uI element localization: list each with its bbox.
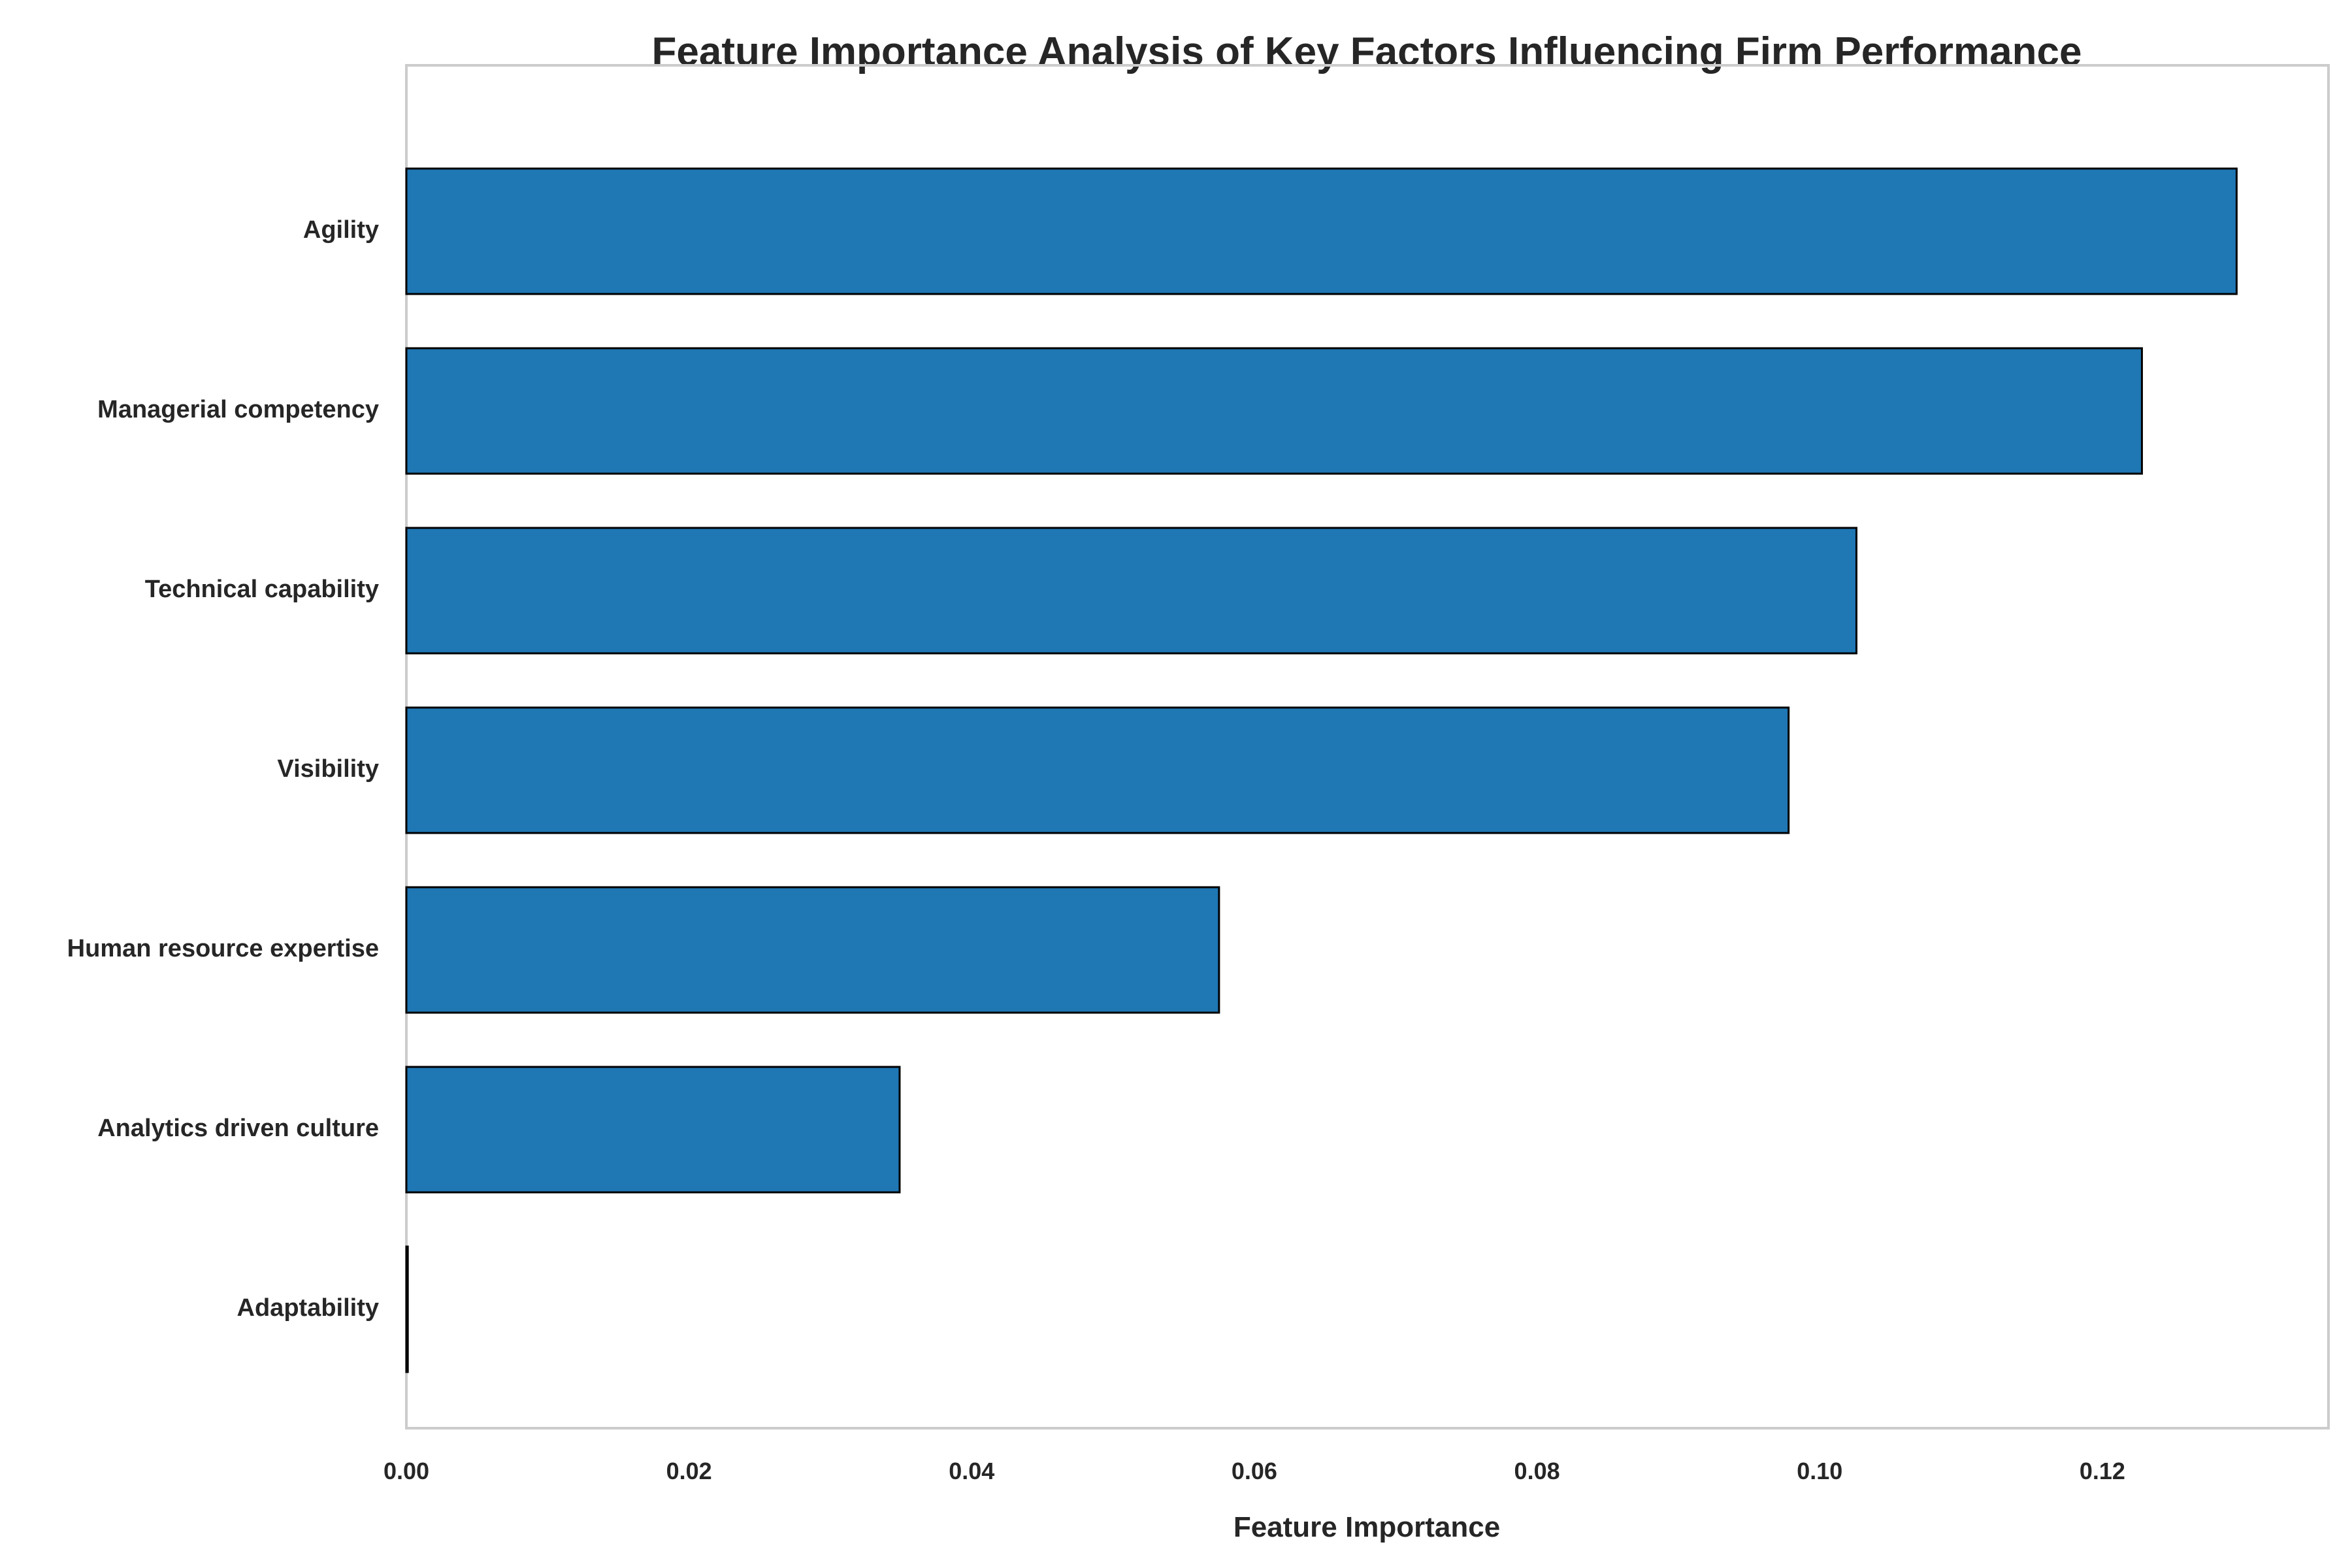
x-tick-label: 0.10 xyxy=(1797,1458,1842,1484)
category-label: Analytics driven culture xyxy=(97,1115,379,1142)
category-label: Human resource expertise xyxy=(67,935,379,962)
category-label: Managerial competency xyxy=(97,396,379,423)
category-labels: Agility Managerial competency Technical ca… xyxy=(67,216,379,1322)
bar-human-resource-expertise xyxy=(405,886,1220,1014)
category-label: Technical capability xyxy=(145,576,379,603)
category-label: Adaptability xyxy=(237,1294,379,1322)
category-label: Agility xyxy=(303,216,379,244)
x-tick-label: 0.02 xyxy=(666,1458,712,1484)
x-tick-label: 0.06 xyxy=(1232,1458,1277,1484)
bar-managerial-competency xyxy=(405,347,2143,475)
x-tick-label: 0.00 xyxy=(384,1458,429,1484)
category-label: Visibility xyxy=(277,755,379,783)
bar-adaptability xyxy=(405,1245,409,1373)
chart-title: Feature Importance Analysis of Key Facto… xyxy=(652,29,2082,74)
bar-technical-capability xyxy=(405,527,1857,655)
bar-agility xyxy=(405,167,2238,295)
x-axis-label: Feature Importance xyxy=(1233,1511,1500,1543)
x-tick-label: 0.08 xyxy=(1514,1458,1560,1484)
bars-layer xyxy=(405,167,2238,1373)
x-tick-label: 0.12 xyxy=(2080,1458,2125,1484)
bar-visibility xyxy=(405,706,1790,834)
x-tick-label: 0.04 xyxy=(949,1458,994,1484)
x-tick-labels: 0.00 0.02 0.04 0.06 0.08 0.10 0.12 xyxy=(384,1458,2125,1484)
bar-analytics-driven-culture xyxy=(405,1066,901,1194)
